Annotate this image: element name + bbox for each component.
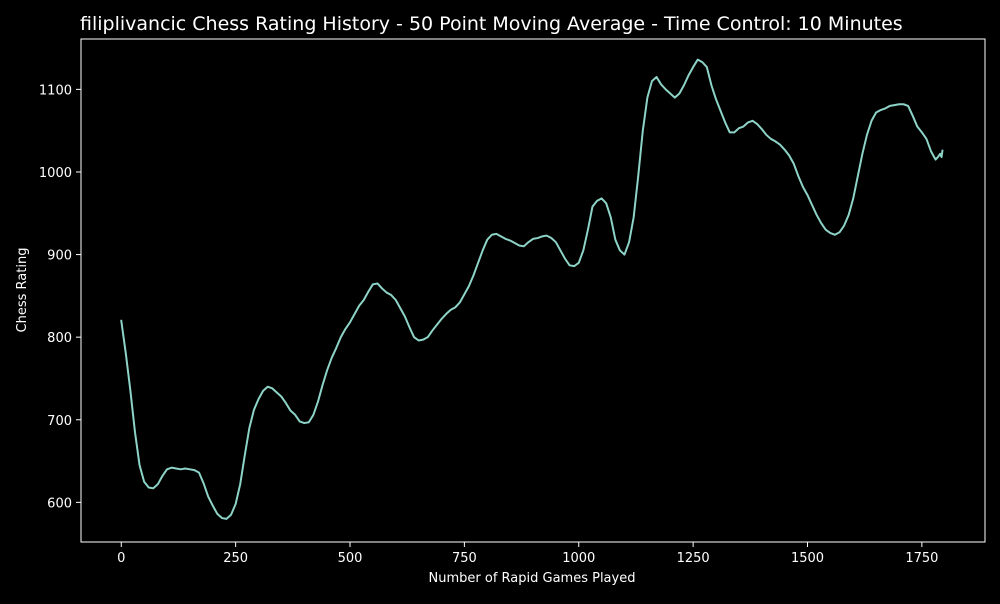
x-tick-label: 1750 bbox=[905, 551, 938, 566]
y-tick-label: 600 bbox=[47, 496, 72, 511]
x-tick-label: 1250 bbox=[677, 551, 710, 566]
y-tick-label: 1100 bbox=[39, 83, 72, 98]
y-tick-label: 1000 bbox=[39, 166, 72, 181]
chart-title: filiplivancic Chess Rating History - 50 … bbox=[80, 13, 903, 35]
plot-area: 0 250 500 750 1000 1250 1500 1750 600 700 800 900 1… bbox=[39, 38, 986, 566]
y-tick-label: 700 bbox=[47, 414, 72, 429]
x-tick-label: 1500 bbox=[791, 551, 824, 566]
x-tick-label: 500 bbox=[338, 551, 363, 566]
x-tick-label: 1000 bbox=[562, 551, 595, 566]
x-tick-label: 250 bbox=[223, 551, 248, 566]
x-axis-ticks: 0 250 500 750 1000 1250 1500 1750 bbox=[117, 542, 938, 566]
axes-frame bbox=[80, 38, 986, 543]
rating-moving-average-line bbox=[120, 58, 944, 520]
x-tick-label: 0 bbox=[117, 551, 125, 566]
y-axis-ticks: 600 700 800 900 1000 1100 bbox=[39, 83, 81, 511]
y-tick-label: 800 bbox=[47, 331, 72, 346]
y-axis-label: Chess Rating bbox=[15, 248, 30, 333]
y-tick-label: 900 bbox=[47, 249, 72, 264]
x-tick-label: 750 bbox=[452, 551, 477, 566]
x-axis-label: Number of Rapid Games Played bbox=[429, 571, 636, 586]
